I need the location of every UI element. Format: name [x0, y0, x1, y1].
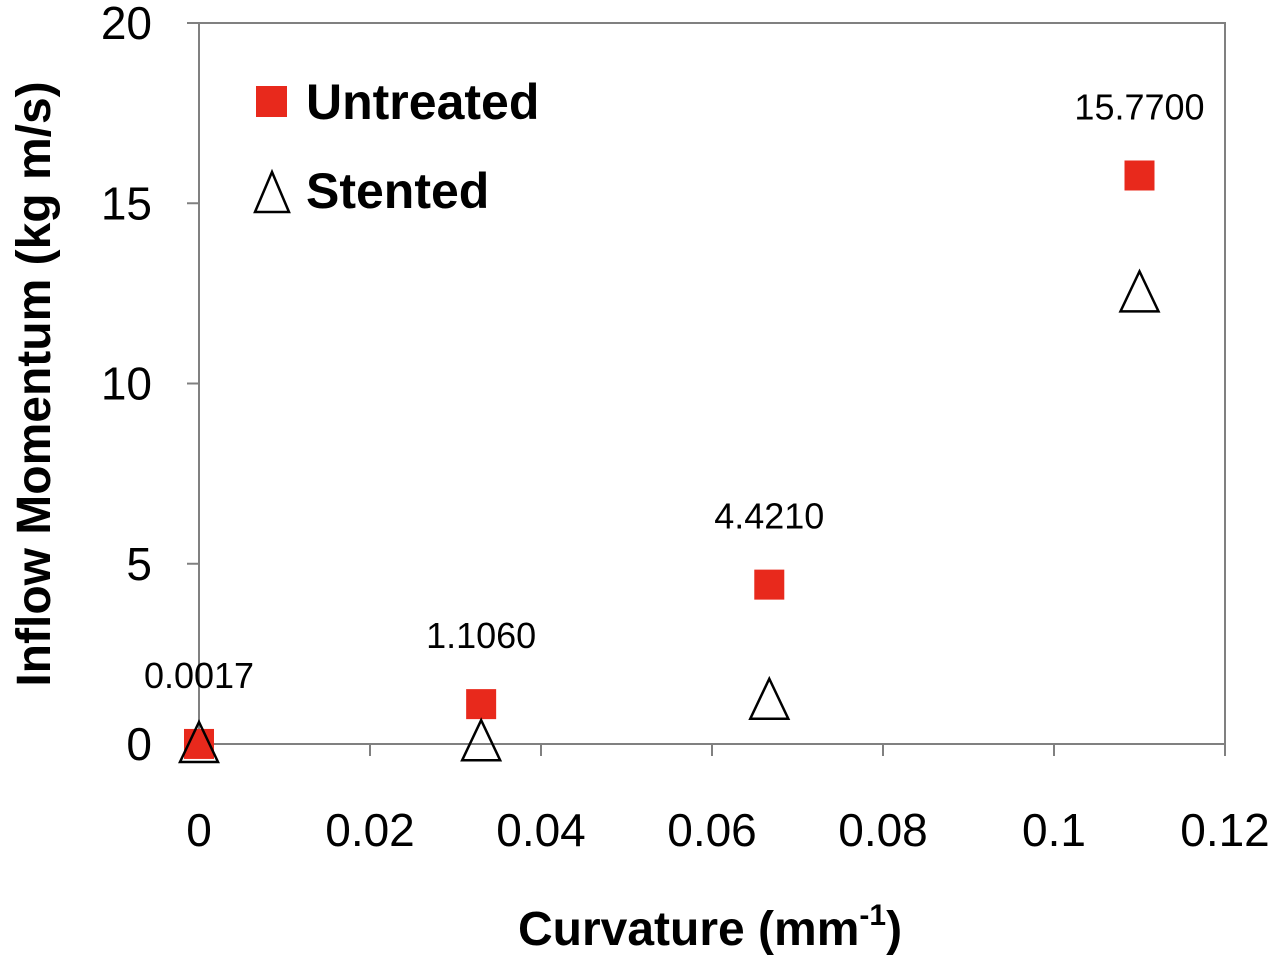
untreated-point	[1124, 160, 1155, 191]
untreated-point	[754, 569, 785, 600]
y-axis-ticks: 0 5 10 15 20	[101, 0, 199, 770]
y-axis-title: Inflow Momentum (kg m/s)	[8, 81, 61, 686]
untreated-point	[466, 689, 497, 720]
y-tick-label: 20	[101, 0, 152, 49]
legend-swatch-stented	[253, 168, 291, 214]
data-label: 4.4210	[714, 496, 824, 537]
x-tick-label: 0	[186, 804, 212, 856]
legend-swatch-untreated	[256, 86, 287, 117]
x-tick-label: 0.02	[325, 804, 415, 856]
x-axis-title: Curvature (mm-1)	[518, 899, 902, 956]
x-tick-label: 0.06	[667, 804, 757, 856]
x-axis-ticks: 0 0.02 0.04 0.06 0.08 0.1 0.12	[186, 744, 1270, 856]
legend-label-untreated: Untreated	[306, 74, 539, 130]
legend: Untreated Stented	[253, 74, 539, 219]
x-tick-label: 0.08	[838, 804, 928, 856]
stented-point	[178, 719, 220, 764]
stented-point	[460, 717, 503, 762]
y-tick-label: 0	[126, 718, 152, 770]
stented-point	[1118, 268, 1161, 313]
stented-point	[748, 675, 791, 720]
x-tick-label: 0.04	[496, 804, 586, 856]
data-label: 1.1060	[426, 615, 536, 656]
data-label: 0.0017	[144, 655, 254, 696]
x-tick-label: 0.1	[1022, 804, 1086, 856]
y-tick-label: 10	[101, 358, 152, 410]
legend-label-stented: Stented	[306, 163, 489, 219]
y-tick-label: 15	[101, 177, 152, 229]
data-labels: 0.0017 1.1060 4.4210 15.7700	[144, 86, 1205, 695]
x-tick-label: 0.12	[1180, 804, 1270, 856]
y-tick-label: 5	[126, 538, 152, 590]
plot-area	[198, 22, 1226, 745]
data-points	[178, 160, 1161, 764]
data-label: 15.7700	[1074, 86, 1204, 127]
